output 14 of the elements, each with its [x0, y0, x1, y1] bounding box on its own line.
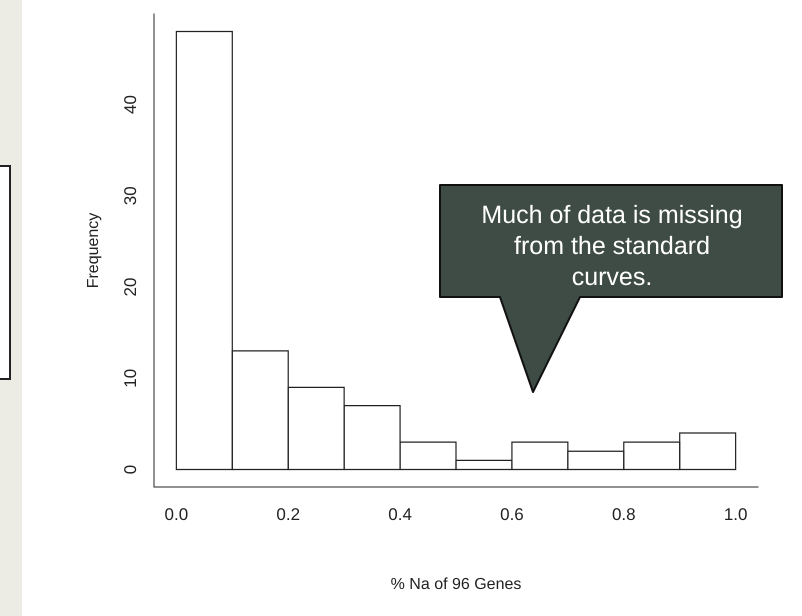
y-axis-title: Frequency: [85, 212, 102, 288]
x-tick-label: 0.6: [500, 504, 524, 524]
x-tick-label: 0.2: [276, 504, 300, 524]
y-tick-label: 10: [121, 368, 140, 388]
annotation: Much of data is missing from the standard curves.: [480, 200, 744, 293]
y-tick-label: 0: [121, 464, 140, 474]
x-tick-label: 1.0: [724, 504, 748, 524]
x-tick-label: 0.4: [388, 504, 412, 524]
x-tick-label: 0.8: [612, 504, 636, 524]
y-tick-label: 20: [121, 278, 140, 296]
y-tick-label: 40: [121, 95, 140, 114]
y-tick-label: 30: [121, 186, 140, 206]
x-axis-title: % Na of 96 Genes: [390, 576, 522, 593]
x-tick-label: 0.0: [164, 504, 188, 524]
